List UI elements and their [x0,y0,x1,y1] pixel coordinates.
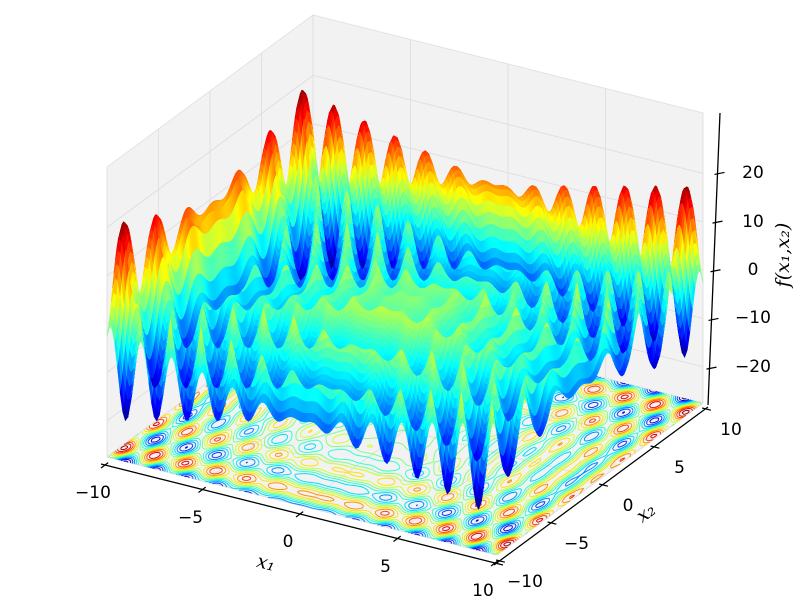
3d-surface-plot-canvas [0,0,800,600]
figure: x₁ x₂ f(x₁,x₂) −10 −5 0 5 10 −10 −5 0 5 10 −20 −10 0… [0,0,800,600]
